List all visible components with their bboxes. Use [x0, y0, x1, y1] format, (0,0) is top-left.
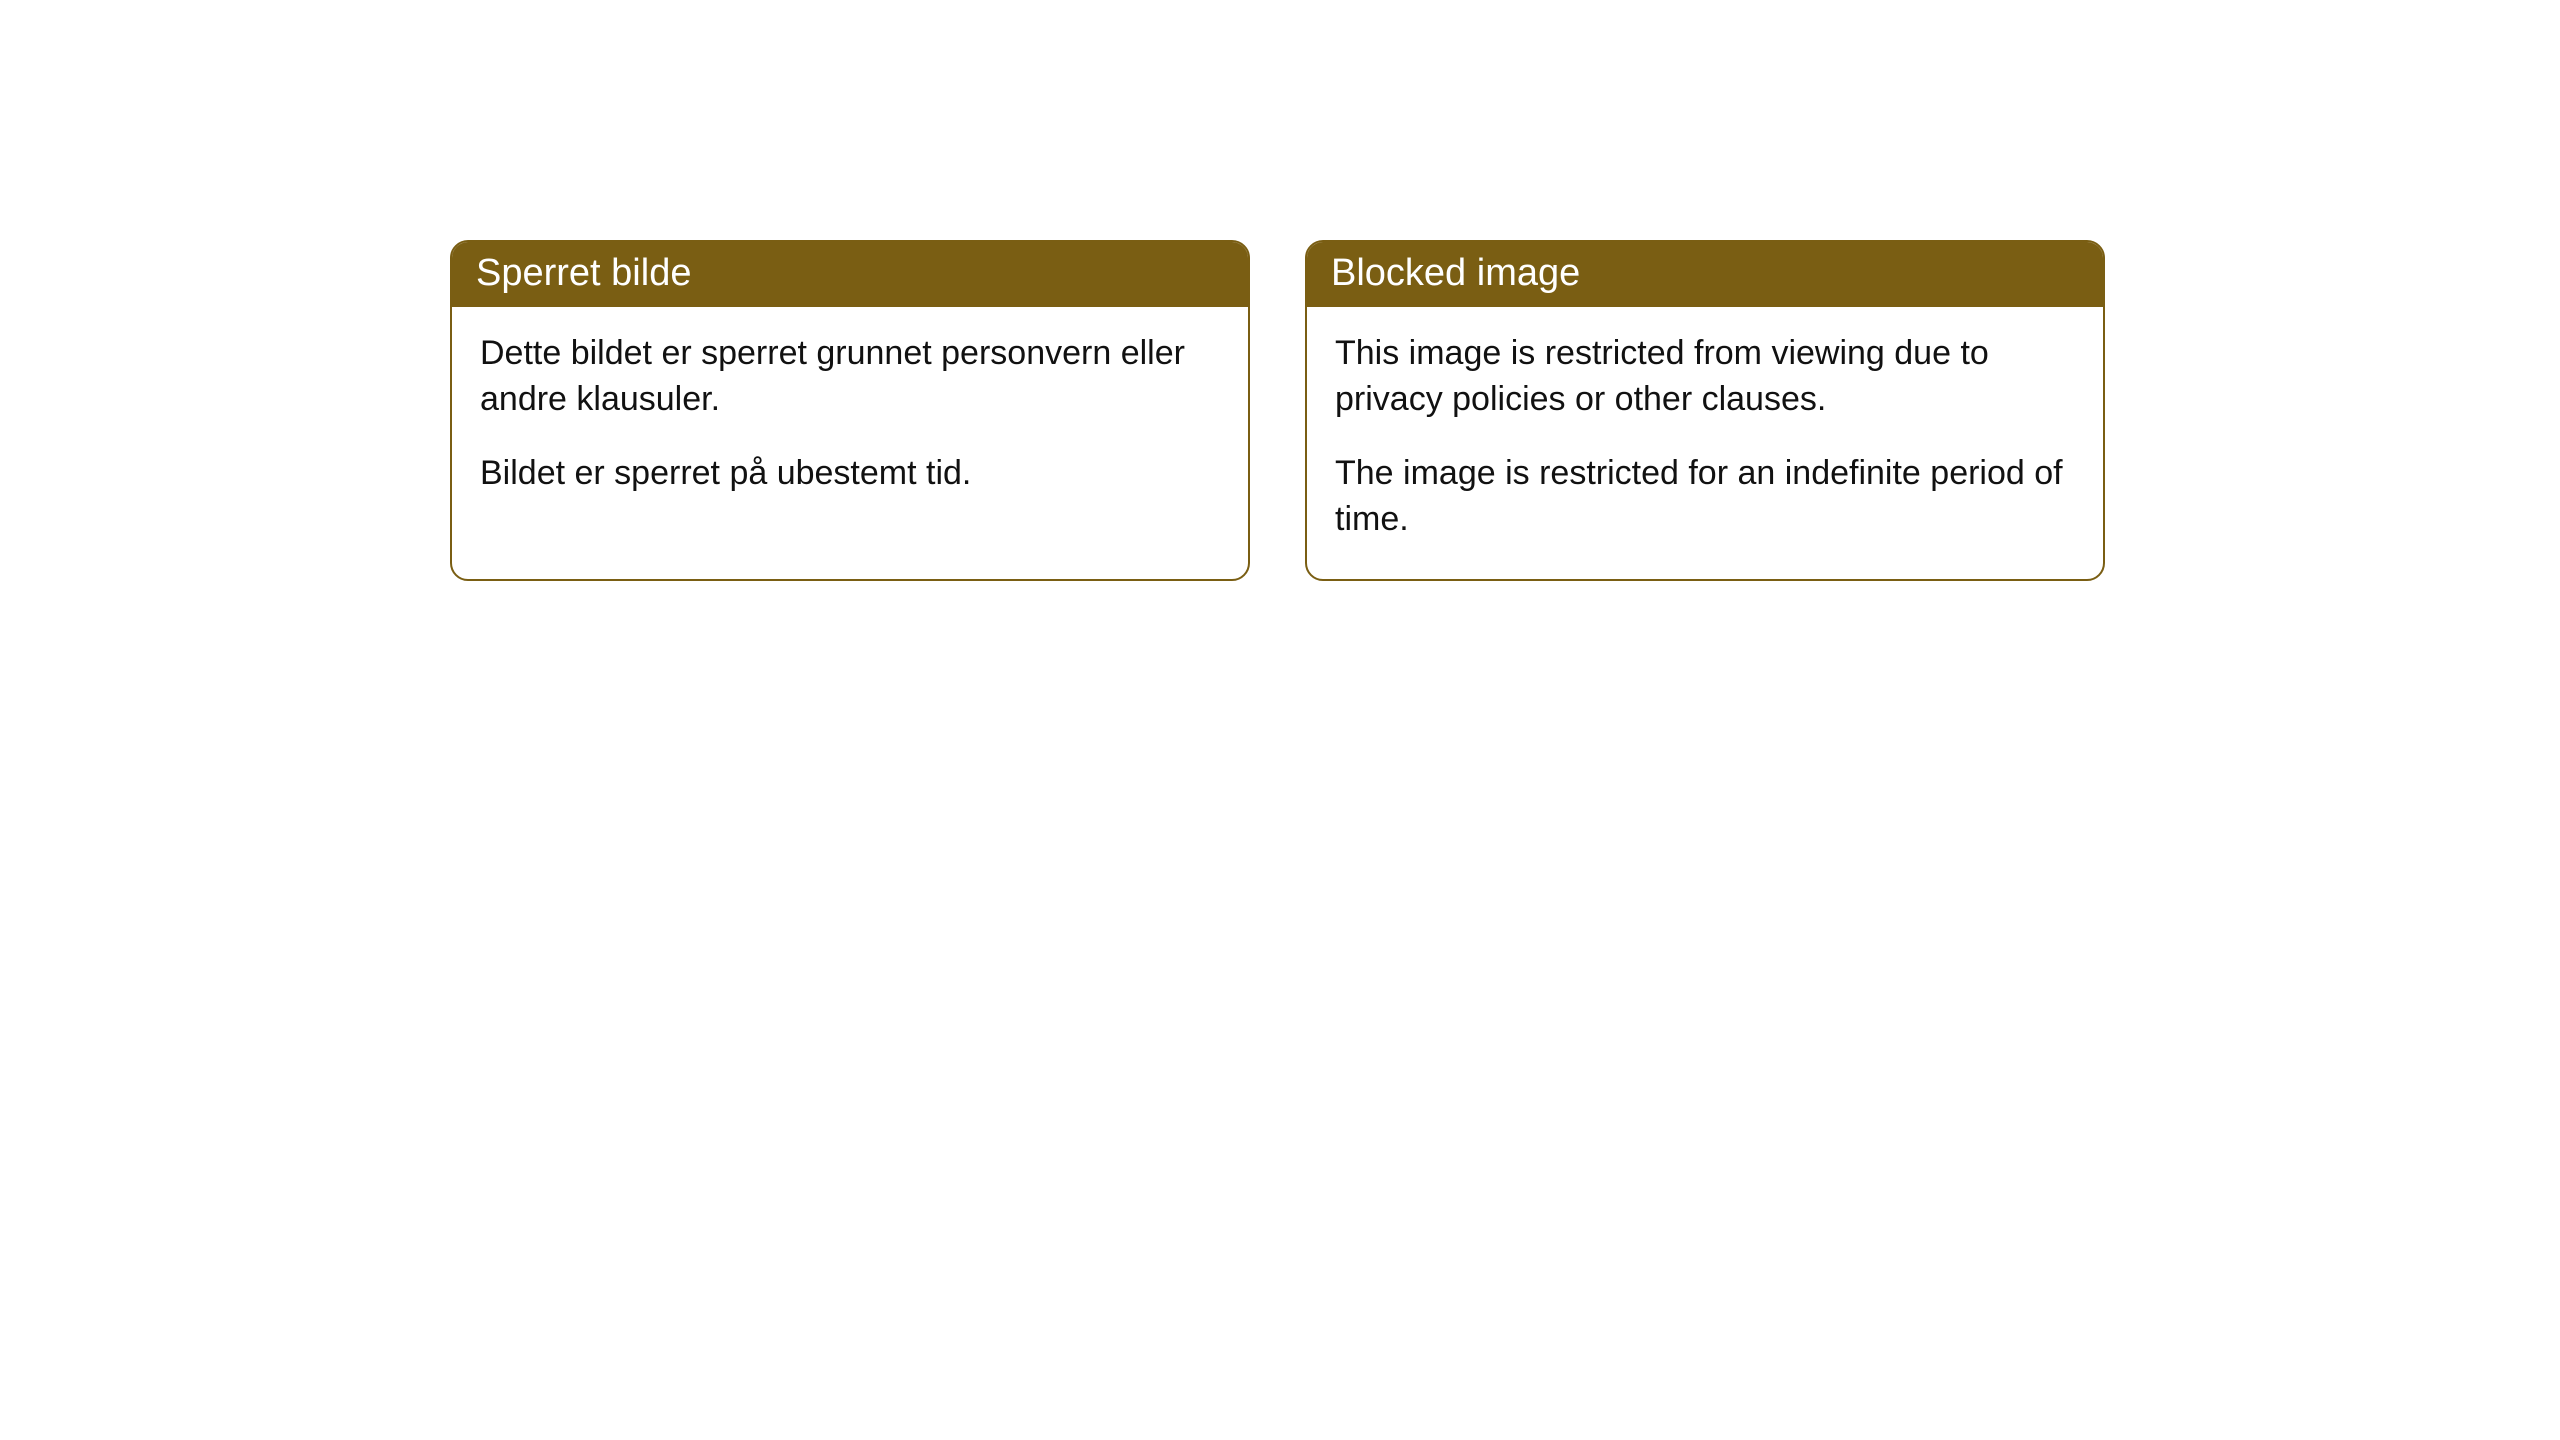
card-header: Blocked image	[1307, 242, 2103, 307]
card-body: Dette bildet er sperret grunnet personve…	[452, 307, 1248, 533]
card-header: Sperret bilde	[452, 242, 1248, 307]
card-paragraph-1: This image is restricted from viewing du…	[1335, 331, 2075, 423]
card-title: Blocked image	[1331, 252, 1580, 294]
card-title: Sperret bilde	[476, 252, 691, 294]
card-body: This image is restricted from viewing du…	[1307, 307, 2103, 579]
blocked-image-card-english: Blocked image This image is restricted f…	[1305, 240, 2105, 581]
blocked-image-card-norwegian: Sperret bilde Dette bildet er sperret gr…	[450, 240, 1250, 581]
card-paragraph-1: Dette bildet er sperret grunnet personve…	[480, 331, 1220, 423]
card-paragraph-2: Bildet er sperret på ubestemt tid.	[480, 451, 1220, 497]
cards-container: Sperret bilde Dette bildet er sperret gr…	[0, 0, 2560, 581]
card-paragraph-2: The image is restricted for an indefinit…	[1335, 451, 2075, 543]
